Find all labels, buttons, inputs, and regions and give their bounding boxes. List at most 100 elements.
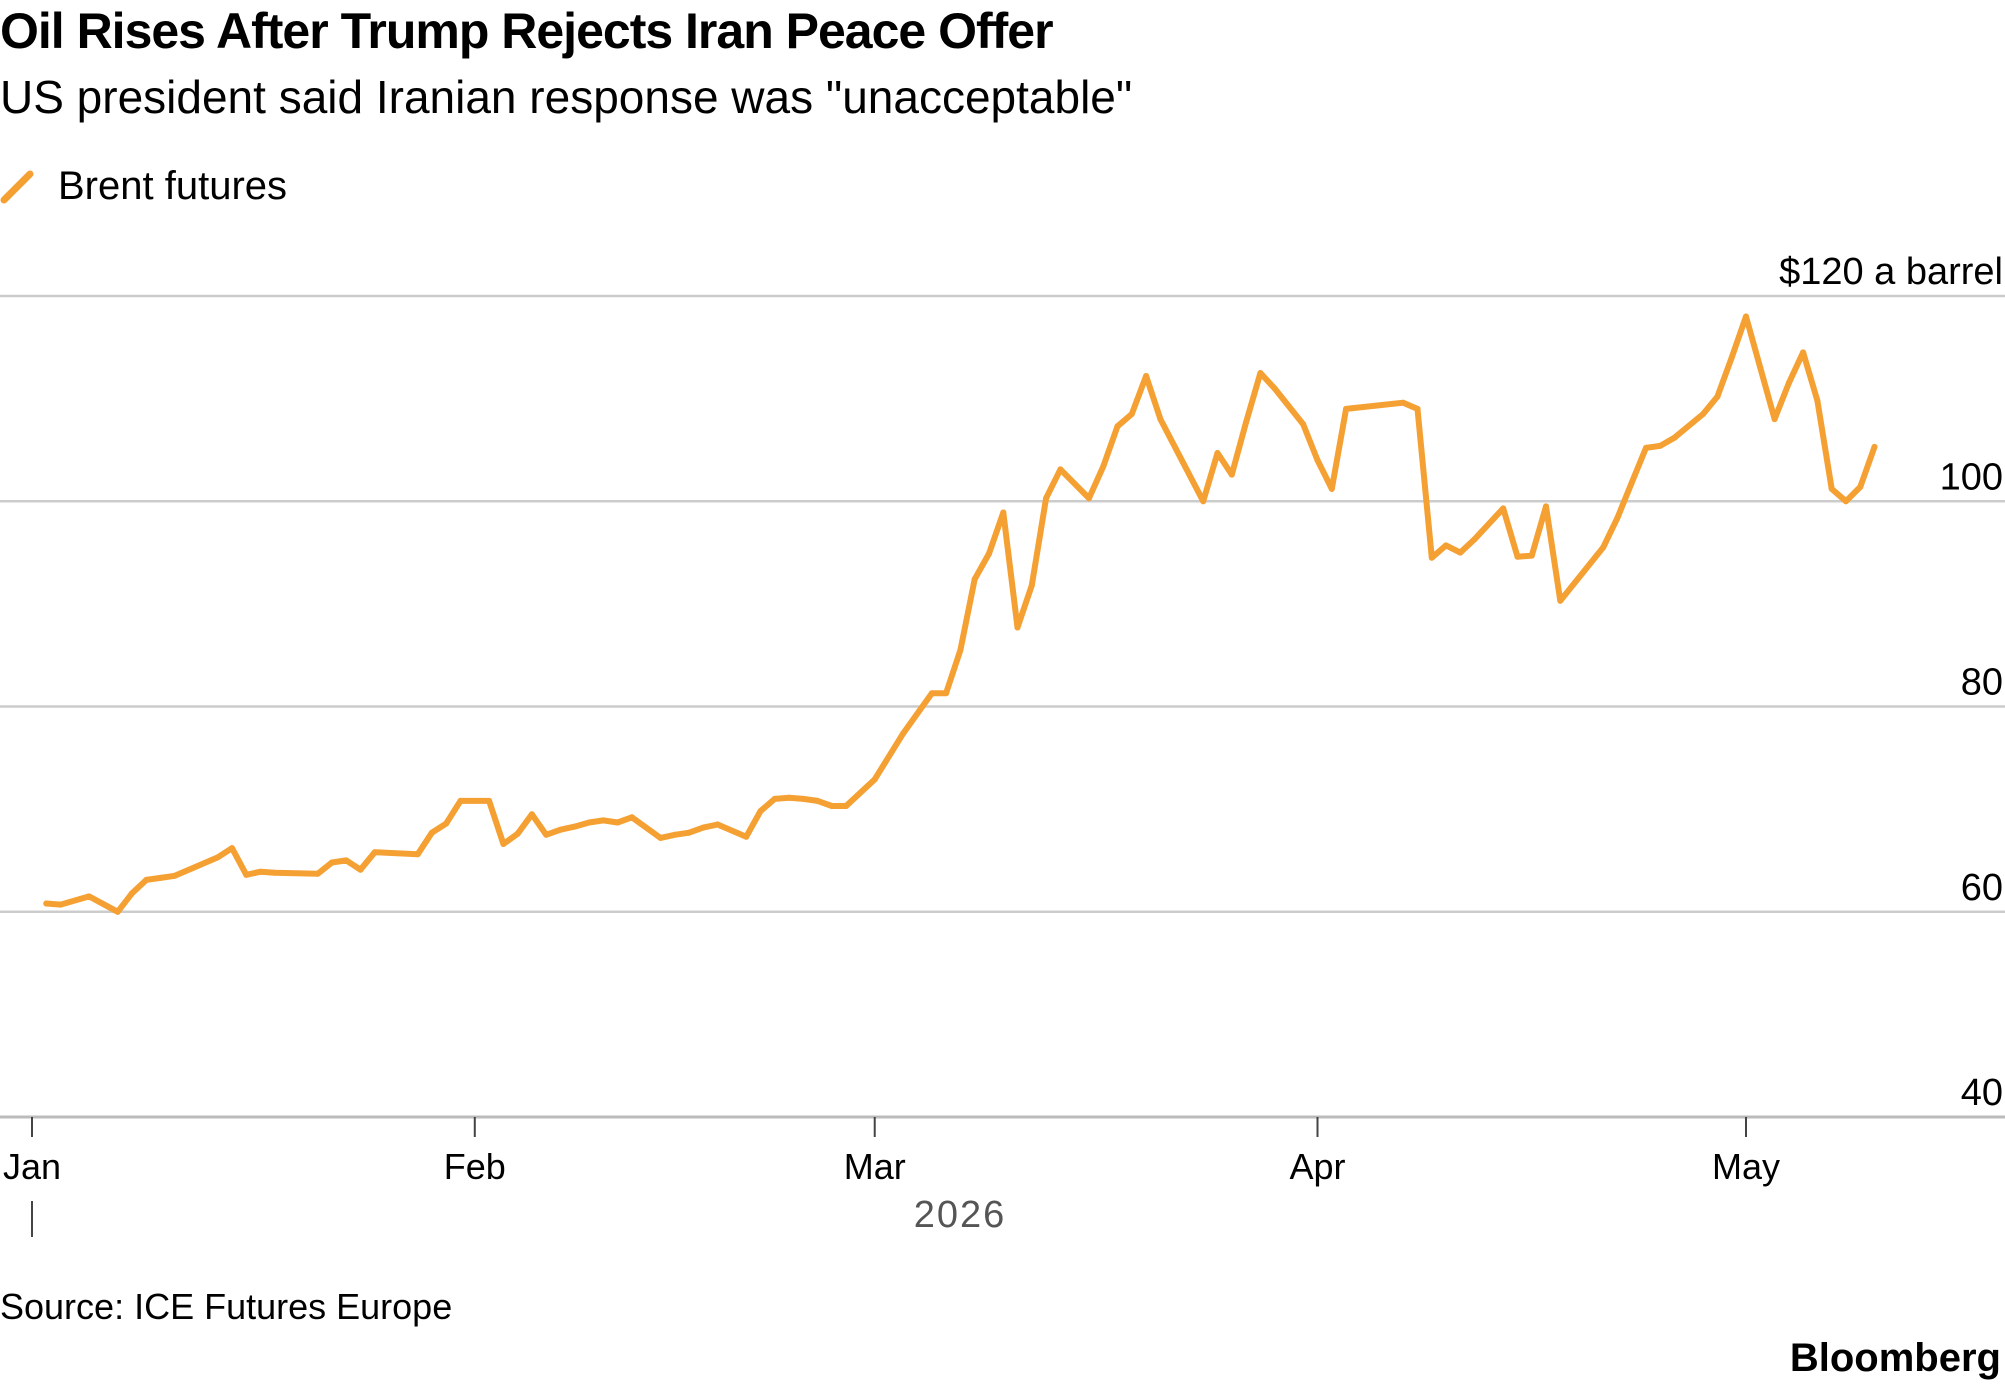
x-tick-label-apr: Apr [1289, 1146, 1345, 1187]
data-point [1200, 498, 1207, 505]
data-point [986, 550, 992, 557]
data-point [1343, 405, 1350, 412]
data-point [543, 831, 550, 838]
x-tick-label-feb: Feb [444, 1146, 506, 1187]
chart-subtitle: US president said Iranian response was "… [0, 71, 1133, 123]
x-tick-label-may: May [1712, 1146, 1780, 1187]
data-point [1700, 411, 1707, 417]
data-point [1543, 503, 1549, 510]
data-point [1328, 485, 1335, 492]
x-tick-label-jan: Jan [3, 1146, 61, 1187]
data-point [700, 824, 707, 831]
data-point [1557, 597, 1564, 604]
data-point [257, 868, 264, 875]
data-point [586, 819, 593, 826]
data-point [314, 870, 321, 877]
data-point [457, 797, 464, 804]
data-point [1314, 457, 1321, 464]
data-point [428, 829, 435, 836]
data-point [1128, 411, 1135, 417]
data-point [486, 797, 493, 804]
data-point [800, 795, 807, 802]
data-point [129, 890, 135, 897]
data-point [1771, 416, 1778, 423]
data-point [1014, 624, 1021, 631]
data-point [1857, 483, 1864, 490]
data-point [1228, 471, 1235, 478]
y-tick-label-80: 80 [1961, 662, 2003, 704]
data-point [1728, 354, 1735, 361]
chart-title: Oil Rises After Trump Rejects Iran Peace… [0, 3, 1054, 59]
data-point [243, 871, 250, 878]
data-point [1843, 498, 1849, 505]
data-point [57, 901, 64, 908]
data-point [928, 690, 935, 697]
source-note: Source: ICE Futures Europe [0, 1286, 453, 1327]
legend: Brent futures [0, 158, 287, 214]
data-point [757, 808, 764, 815]
legend-swatch-brent [0, 170, 34, 204]
data-point [1628, 479, 1635, 486]
data-point [1671, 434, 1678, 441]
data-point [1471, 536, 1478, 543]
data-point [600, 817, 607, 824]
y-tick-label-40: 40 [1961, 1072, 2003, 1114]
data-point [714, 821, 721, 828]
data-point [1600, 544, 1607, 551]
x-year-label: 2026 [914, 1194, 1007, 1236]
data-point [686, 829, 692, 836]
data-point [1143, 373, 1150, 379]
data-point [1257, 370, 1264, 376]
data-point [143, 876, 150, 883]
data-point [828, 803, 835, 809]
data-point [957, 647, 964, 654]
data-point [271, 869, 278, 876]
data-point [1443, 542, 1449, 549]
data-point [1271, 385, 1278, 392]
data-point [1414, 405, 1421, 412]
data-point [771, 795, 778, 802]
data-point [171, 872, 178, 879]
legend-label-brent: Brent futures [58, 163, 288, 208]
data-point [814, 797, 821, 804]
data-point [671, 831, 678, 838]
bloomberg-logo: Bloomberg [1789, 1336, 2001, 1380]
data-point [1643, 444, 1649, 451]
y-tick-label-60: 60 [1961, 867, 2003, 909]
data-point [1743, 313, 1749, 320]
data-point [1714, 393, 1721, 400]
data-point [43, 900, 50, 907]
data-point [1057, 466, 1064, 473]
data-point [614, 819, 621, 826]
data-point [1243, 419, 1250, 426]
data-point [743, 833, 750, 840]
data-point [628, 814, 635, 821]
data-point [1871, 443, 1878, 450]
data-point [1657, 442, 1664, 449]
data-point [657, 834, 664, 841]
data-point [1428, 554, 1435, 561]
data-point [1157, 416, 1164, 423]
data-point [871, 776, 878, 783]
data-point [371, 849, 378, 856]
data-point [357, 866, 364, 873]
data-point [571, 823, 578, 830]
data-point [1300, 421, 1307, 428]
line-chart: 40 60 80 100 $120 a barrel Jan Feb Mar Apr May 202… [0, 251, 2005, 1237]
data-point [86, 893, 93, 900]
y-tick-label-120: $120 a barrel [1779, 251, 2003, 293]
data-point [1614, 514, 1621, 521]
data-point [157, 874, 164, 881]
data-point [1114, 423, 1121, 430]
data-point [114, 908, 121, 915]
y-tick-label-100: 100 [1940, 456, 2003, 498]
data-point [1214, 450, 1221, 456]
data-point [1043, 495, 1050, 502]
data-point [1514, 553, 1521, 560]
data-point [943, 690, 950, 697]
data-point [414, 851, 421, 858]
data-point [214, 854, 221, 861]
series-line-brent-futures [43, 313, 1878, 915]
data-point [1100, 463, 1107, 470]
data-point [1814, 397, 1821, 404]
